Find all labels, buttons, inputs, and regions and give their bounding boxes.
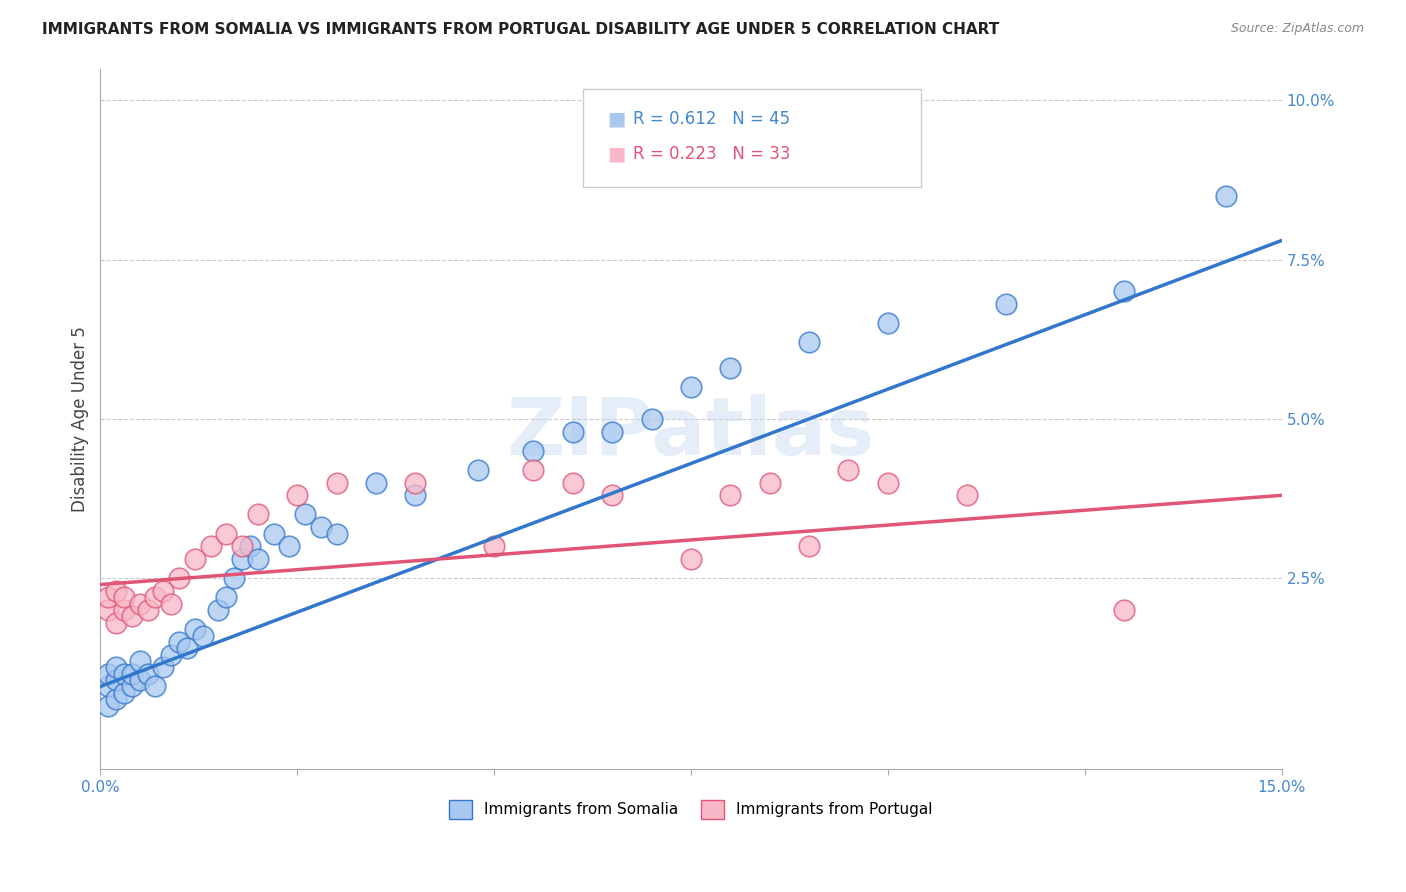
Point xyxy=(97,698,120,713)
Point xyxy=(112,603,135,617)
Point xyxy=(136,603,159,617)
Point xyxy=(325,526,347,541)
Point xyxy=(215,591,238,605)
Point xyxy=(191,628,214,642)
Y-axis label: Disability Age Under 5: Disability Age Under 5 xyxy=(72,326,89,512)
Text: R = 0.612   N = 45: R = 0.612 N = 45 xyxy=(633,110,790,128)
Point xyxy=(955,488,977,502)
Text: ZIPatlas: ZIPatlas xyxy=(506,394,875,472)
Point xyxy=(994,297,1017,311)
Point xyxy=(128,654,150,668)
Point xyxy=(207,603,229,617)
Point xyxy=(128,673,150,687)
Point xyxy=(215,526,238,541)
Point xyxy=(97,603,120,617)
Point xyxy=(1112,603,1135,617)
Point xyxy=(600,488,623,502)
Point xyxy=(145,591,167,605)
Point xyxy=(167,635,190,649)
Point xyxy=(105,673,128,687)
Point xyxy=(128,597,150,611)
Text: R = 0.223   N = 33: R = 0.223 N = 33 xyxy=(633,145,790,163)
Point xyxy=(263,526,285,541)
Point xyxy=(600,425,623,439)
Point xyxy=(184,552,207,566)
Point xyxy=(105,692,128,706)
Point xyxy=(561,475,583,490)
Point xyxy=(1112,285,1135,299)
Point xyxy=(112,666,135,681)
Point xyxy=(679,552,702,566)
Point xyxy=(97,591,120,605)
Point xyxy=(679,380,702,394)
Point xyxy=(145,680,167,694)
Point xyxy=(1215,189,1237,203)
Text: IMMIGRANTS FROM SOMALIA VS IMMIGRANTS FROM PORTUGAL DISABILITY AGE UNDER 5 CORRE: IMMIGRANTS FROM SOMALIA VS IMMIGRANTS FR… xyxy=(42,22,1000,37)
Point xyxy=(121,680,143,694)
Point xyxy=(876,317,898,331)
Point xyxy=(876,475,898,490)
Point xyxy=(561,425,583,439)
Point xyxy=(160,648,183,662)
Legend: Immigrants from Somalia, Immigrants from Portugal: Immigrants from Somalia, Immigrants from… xyxy=(443,794,939,825)
Point xyxy=(294,508,316,522)
Point xyxy=(231,539,253,553)
Point xyxy=(640,412,662,426)
Point xyxy=(105,660,128,674)
Point xyxy=(404,488,426,502)
Point xyxy=(152,660,174,674)
Point xyxy=(797,335,820,350)
Point xyxy=(200,539,222,553)
Point xyxy=(285,488,308,502)
Point xyxy=(231,552,253,566)
Point xyxy=(364,475,387,490)
Point xyxy=(239,539,262,553)
Point xyxy=(404,475,426,490)
Point xyxy=(121,666,143,681)
Point xyxy=(246,508,269,522)
Point xyxy=(482,539,505,553)
Point xyxy=(522,463,544,477)
Text: ■: ■ xyxy=(607,109,626,128)
Point xyxy=(105,615,128,630)
Point xyxy=(184,622,207,636)
Point xyxy=(97,680,120,694)
Point xyxy=(467,463,489,477)
Point xyxy=(797,539,820,553)
Point xyxy=(224,571,246,585)
Point xyxy=(278,539,301,553)
Point xyxy=(105,583,128,598)
Point xyxy=(121,609,143,624)
Point xyxy=(112,591,135,605)
Point xyxy=(718,360,741,375)
Point xyxy=(160,597,183,611)
Point xyxy=(152,583,174,598)
Point xyxy=(309,520,332,534)
Point xyxy=(837,463,859,477)
Text: ■: ■ xyxy=(607,145,626,164)
Point xyxy=(758,475,780,490)
Point xyxy=(246,552,269,566)
Point xyxy=(112,686,135,700)
Point xyxy=(97,666,120,681)
Point xyxy=(136,666,159,681)
Point xyxy=(718,488,741,502)
Point xyxy=(522,443,544,458)
Text: Source: ZipAtlas.com: Source: ZipAtlas.com xyxy=(1230,22,1364,36)
Point xyxy=(167,571,190,585)
Point xyxy=(325,475,347,490)
Point xyxy=(176,641,198,656)
